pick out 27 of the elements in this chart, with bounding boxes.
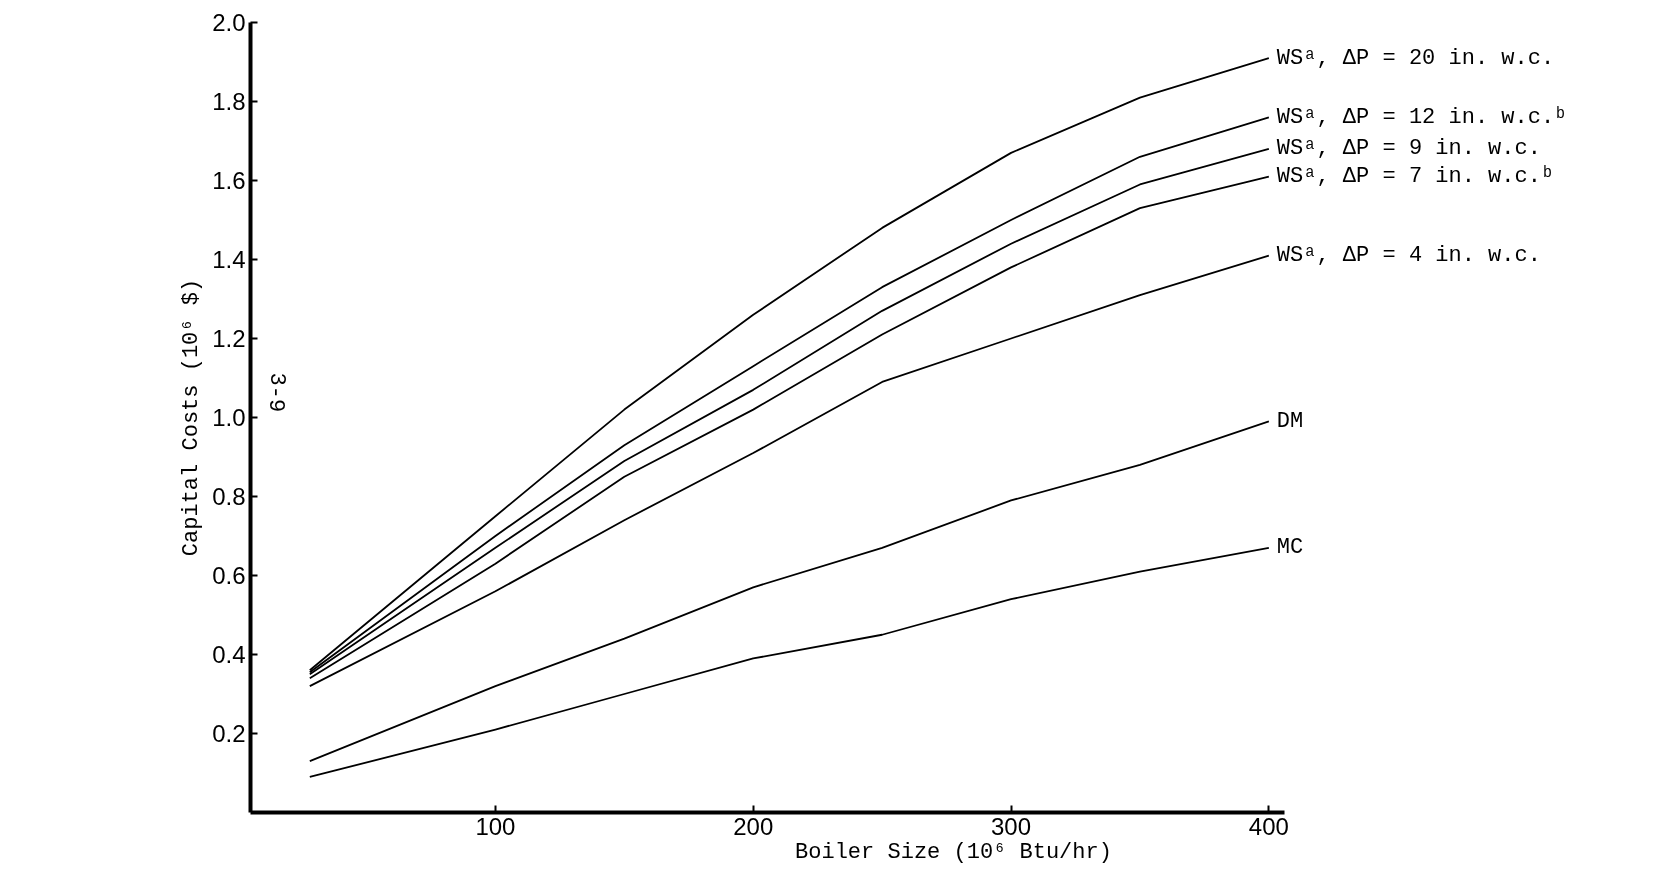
line-series [308, 254, 1270, 687]
series-label: WSᵃ, ΔP = 4 in. w.c. [1276, 243, 1541, 269]
series-label: WSᵃ, ΔP = 12 in. w.c.ᵇ [1276, 104, 1568, 130]
series-label: WSᵃ, ΔP = 7 in. w.c.ᵇ [1276, 164, 1555, 190]
y-tick-label: 1.8 [212, 88, 246, 115]
y-tick-label: 0.4 [212, 641, 246, 668]
line-series [308, 546, 1270, 778]
x-tick-label: 200 [733, 812, 774, 840]
y-tick-label: 2.0 [212, 9, 246, 36]
y-tick-label: 0.8 [212, 483, 246, 510]
annotation: 3-9 [263, 372, 289, 413]
series-label: WSᵃ, ΔP = 9 in. w.c. [1276, 136, 1541, 162]
y-tick-label: 1.0 [212, 404, 246, 431]
y-tick-label: 1.2 [212, 325, 246, 352]
series-label: DM [1276, 408, 1304, 434]
y-axis-title: Capital Costs (10⁶ $) [179, 278, 205, 557]
series-label: WSᵃ, ΔP = 20 in. w.c. [1276, 45, 1555, 71]
x-tick-label: 100 [475, 812, 516, 840]
y-tick-label: 1.6 [212, 167, 246, 194]
line-series [308, 420, 1270, 763]
y-tick-label: 1.4 [212, 246, 246, 273]
x-tick-label: 300 [991, 812, 1032, 840]
y-tick-label: 0.2 [212, 720, 246, 747]
series-label: MC [1276, 535, 1304, 561]
x-axis-title: Boiler Size (10⁶ Btu/hr) [795, 839, 1112, 865]
x-tick-label: 400 [1248, 812, 1289, 840]
y-tick-label: 0.6 [212, 562, 246, 589]
